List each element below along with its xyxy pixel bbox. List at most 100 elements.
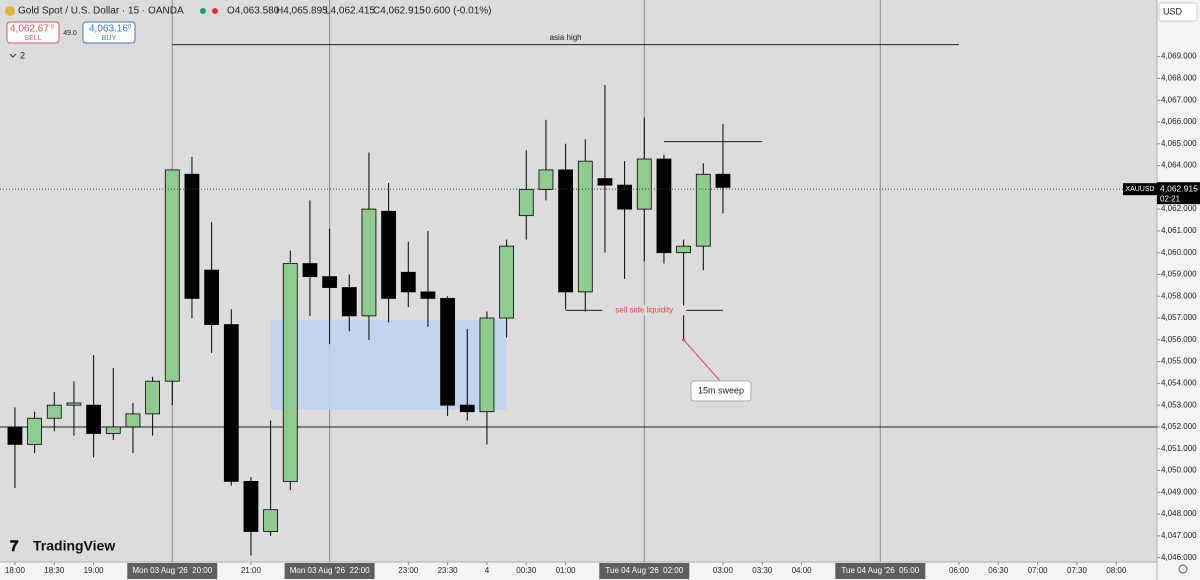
- change: -0.600 (-0.01%): [422, 6, 491, 17]
- candle-body: [381, 210, 397, 299]
- time-marker-label: Mon 03 Aug '26 20:00: [132, 566, 212, 575]
- buy-sup[interactable]: 0: [128, 25, 132, 31]
- x-tick-label: 03:30: [752, 566, 773, 575]
- currency[interactable]: USD: [1163, 6, 1183, 16]
- sell-price[interactable]: 4,062.67: [10, 24, 49, 35]
- callout-label: 15m sweep: [698, 385, 744, 395]
- brand-mark: 𝟕: [10, 538, 19, 555]
- buy-label[interactable]: BUY: [102, 35, 117, 42]
- close: C4,062.915: [373, 6, 425, 17]
- buy-box[interactable]: [82, 21, 136, 44]
- candle-body: [125, 413, 141, 428]
- candle-body: [656, 158, 672, 254]
- y-tick-label: 4,055.000: [1161, 357, 1197, 366]
- collapse-icon[interactable]: [9, 53, 17, 58]
- candle-body: [440, 298, 456, 406]
- x-tick-label: 19:00: [84, 566, 105, 575]
- sell-label[interactable]: SELL: [24, 35, 41, 42]
- candle-body: [597, 178, 613, 186]
- candle-body: [66, 402, 82, 406]
- low: L4,062.415: [325, 6, 375, 17]
- x-tick-label: 04:00: [792, 566, 813, 575]
- candle-body: [184, 173, 200, 299]
- zone: [270, 320, 507, 410]
- candle-body: [164, 169, 180, 382]
- market-status: [200, 8, 206, 14]
- candle-body: [105, 426, 121, 434]
- y-tick-label: 4,046.000: [1161, 553, 1197, 562]
- candle-body: [302, 263, 318, 278]
- price-tag: [1157, 182, 1200, 205]
- x-tick-label: 21:00: [241, 566, 262, 575]
- collapse-count[interactable]: 2: [20, 50, 25, 60]
- candle-body: [538, 169, 554, 190]
- symbol-tag: [1123, 183, 1157, 196]
- candle-body: [617, 184, 633, 210]
- candle-body: [459, 404, 475, 413]
- price-tag-label: 4,062.915: [1160, 183, 1198, 193]
- callout-point: [682, 338, 686, 342]
- y-tick-label: 4,069.000: [1161, 52, 1197, 61]
- x-tick-label: 07:30: [1067, 566, 1088, 575]
- x-tick-label: 07:00: [1028, 566, 1049, 575]
- y-tick-label: 4,051.000: [1161, 444, 1197, 453]
- line-label: sell side liquidity: [615, 306, 673, 315]
- candle-body: [400, 271, 416, 293]
- candle-body: [282, 263, 298, 482]
- candle-body: [558, 169, 574, 293]
- sell-sup[interactable]: 0: [51, 25, 55, 31]
- candle-body: [695, 173, 711, 247]
- sell-box[interactable]: [6, 21, 60, 44]
- time-marker-box: [284, 563, 375, 579]
- candle-body: [86, 404, 102, 434]
- buy-button[interactable]: 4,063.16 0 BUY: [82, 21, 136, 44]
- x-tick-label: 18:00: [5, 566, 26, 575]
- candle-body: [223, 324, 239, 482]
- y-tick-label: 4,053.000: [1161, 400, 1197, 409]
- time-marker-label: Mon 03 Aug '26 22:00: [290, 566, 370, 575]
- y-tick-label: 4,049.000: [1161, 487, 1197, 496]
- symbol-icon: [5, 6, 15, 16]
- candle-body: [27, 417, 43, 445]
- y-tick-label: 4,058.000: [1161, 291, 1197, 300]
- y-tick-label: 4,067.000: [1161, 95, 1197, 104]
- y-tick-label: 4,068.000: [1161, 74, 1197, 83]
- brand: TradingView: [33, 538, 115, 554]
- y-tick-label: 4,061.000: [1161, 226, 1197, 235]
- sell-button[interactable]: 4,062.67 0 SELL: [6, 21, 60, 44]
- high: H4,065.895: [276, 6, 328, 17]
- callout-box: [690, 380, 752, 402]
- currency-box[interactable]: [1158, 2, 1198, 22]
- symbol-tag-label: XAUUSD: [1125, 186, 1154, 193]
- y-tick-label: 4,066.000: [1161, 117, 1197, 126]
- x-tick-label: 18:30: [44, 566, 65, 575]
- x-tick-label: 03:00: [713, 566, 734, 575]
- candle-body: [243, 481, 259, 532]
- buy-price[interactable]: 4,063.16: [89, 24, 128, 35]
- y-tick-label: 4,050.000: [1161, 466, 1197, 475]
- line-label: asia high: [550, 33, 582, 42]
- candle-body: [263, 509, 279, 532]
- x-tick-label: 01:00: [556, 566, 577, 575]
- candle-body: [361, 208, 377, 317]
- y-tick-label: 4,057.000: [1161, 313, 1197, 322]
- y-tick-label: 4,056.000: [1161, 335, 1197, 344]
- candle-body: [204, 269, 220, 325]
- y-tick-label: 4,060.000: [1161, 248, 1197, 257]
- candle-body: [577, 160, 593, 293]
- x-tick-label: 08:00: [1106, 566, 1127, 575]
- candle-body: [479, 317, 495, 413]
- y-tick-label: 4,048.000: [1161, 509, 1197, 518]
- x-tick-label: 06:30: [988, 566, 1009, 575]
- candle-body: [420, 291, 436, 299]
- label-gap: [602, 305, 687, 316]
- candle-body: [518, 189, 534, 217]
- market-status: [212, 8, 218, 14]
- symbol: Gold Spot / U.S. Dollar · 15 · OANDA: [18, 6, 184, 17]
- x-tick-label: 23:00: [398, 566, 419, 575]
- candle-body: [46, 404, 62, 419]
- time-marker-box: [127, 563, 218, 579]
- settings-icon[interactable]: [1178, 564, 1188, 574]
- y-tick-label: 4,059.000: [1161, 270, 1197, 279]
